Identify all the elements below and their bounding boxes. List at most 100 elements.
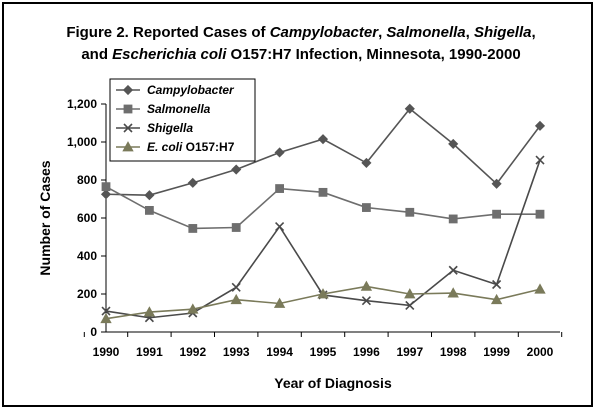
y-tick-label: 1,000	[67, 135, 97, 149]
y-tick-label: 0	[90, 325, 97, 339]
legend-label-run: E. coli	[147, 140, 183, 154]
data-point-stroke	[448, 265, 458, 275]
data-point	[231, 282, 241, 292]
legend-label: Salmonella	[147, 102, 211, 116]
data-point	[535, 155, 545, 165]
data-point	[231, 223, 241, 232]
series-layer	[100, 103, 546, 324]
legend-marker	[122, 84, 134, 96]
data-point	[187, 177, 198, 188]
data-point	[534, 120, 546, 131]
legend-label: Shigella	[147, 121, 193, 135]
figure-title: Figure 2. Reported Cases of Campylobacte…	[6, 22, 596, 66]
series-diamond	[100, 103, 546, 201]
data-point	[360, 280, 373, 291]
data-point	[448, 265, 458, 275]
legend-item: Shigella	[116, 121, 193, 135]
data-point	[492, 209, 502, 219]
data-point-stroke	[231, 282, 241, 292]
data-point	[534, 283, 546, 294]
data-point	[317, 134, 329, 145]
legend-item: E. coli O157:H7	[116, 140, 235, 154]
data-point	[405, 300, 415, 310]
data-point	[273, 297, 286, 308]
data-point-stroke	[535, 155, 545, 165]
x-tick-label: 1994	[266, 345, 293, 359]
legend-label-run: Salmonella	[147, 102, 211, 116]
data-point	[535, 209, 545, 219]
data-point	[274, 147, 285, 158]
data-point-stroke	[361, 296, 371, 306]
axes: 0 200 400 600 800 1,000 1,200 1990 1991 1992 1993 1…	[37, 97, 563, 391]
y-tick-label: 1,200	[67, 97, 97, 111]
x-tick-label: 2000	[527, 345, 554, 359]
x-tick-label: 1995	[310, 345, 337, 359]
data-point-stroke	[405, 300, 415, 310]
y-axis-label: Number of Cases	[37, 160, 53, 275]
title-line1-run: ,	[465, 24, 474, 41]
x-tick-label: 1996	[353, 345, 380, 359]
data-point-stroke	[101, 306, 111, 316]
y-tick-label: 200	[77, 287, 97, 301]
legend-marker	[123, 123, 133, 133]
legend-label: Campylobacter	[147, 83, 235, 97]
data-point	[317, 288, 329, 299]
title-line1-run: Campylobacter	[269, 24, 379, 41]
data-point	[101, 182, 111, 192]
series-square	[101, 182, 545, 233]
legend-marker	[123, 104, 133, 114]
data-point	[448, 214, 458, 224]
data-point	[100, 312, 112, 324]
data-point	[101, 306, 111, 316]
title-line2-run: Escherichia coli	[112, 46, 227, 63]
data-point	[404, 288, 416, 299]
data-point	[188, 224, 198, 233]
data-point	[448, 138, 459, 149]
x-tick-label: 1998	[440, 345, 467, 359]
y-tick-label: 400	[77, 249, 97, 263]
data-point	[361, 203, 371, 212]
legend: Campylobacter Salmonella Shigella E. coli O…	[109, 78, 256, 162]
x-tick-label: 1993	[223, 345, 250, 359]
data-point	[231, 164, 242, 175]
y-tick-label: 600	[77, 211, 97, 225]
x-axis-label: Year of Diagnosis	[274, 375, 392, 391]
data-point	[491, 178, 502, 189]
legend-item: Salmonella	[116, 102, 211, 116]
legend-label-run: Shigella	[147, 121, 193, 135]
legend-label: E. coli O157:H7	[147, 140, 235, 154]
legend-marker-stroke	[123, 123, 133, 133]
y-tick-label: 800	[77, 173, 97, 187]
data-point	[405, 207, 415, 217]
data-point-stroke	[492, 279, 502, 290]
data-point	[447, 287, 459, 298]
data-point	[361, 157, 372, 168]
title-line1-run: ,	[531, 24, 536, 41]
data-point	[404, 103, 415, 114]
title-line-2: and Escherichia coli O157:H7 Infection, …	[6, 44, 596, 66]
data-point-stroke	[275, 221, 285, 232]
title-line2-run: O157:H7 Infection, Minnesota, 1990-2000	[226, 46, 521, 63]
title-line1-run: Salmonella	[386, 24, 466, 41]
data-point	[100, 189, 112, 200]
x-tick-label: 1999	[483, 345, 510, 359]
x-tick-label: 1992	[179, 345, 206, 359]
legend-item: Campylobacter	[116, 83, 235, 97]
data-point	[230, 293, 242, 305]
data-point	[275, 221, 285, 232]
legend-label-run: O157:H7	[182, 140, 234, 154]
figure-frame	[2, 2, 593, 407]
title-line1-run: ,	[378, 24, 387, 41]
data-point	[492, 279, 502, 290]
data-point	[275, 184, 285, 193]
x-tick-label: 1991	[136, 345, 163, 359]
title-line-1: Figure 2. Reported Cases of Campylobacte…	[6, 22, 596, 44]
title-line2-run: and	[81, 46, 113, 63]
legend-marker	[122, 141, 134, 152]
legend-label-run: Campylobacter	[147, 83, 235, 97]
title-line1-run: Shigella	[473, 24, 532, 41]
data-point	[144, 190, 155, 201]
x-tick-label: 1997	[396, 345, 423, 359]
data-point	[143, 306, 156, 317]
